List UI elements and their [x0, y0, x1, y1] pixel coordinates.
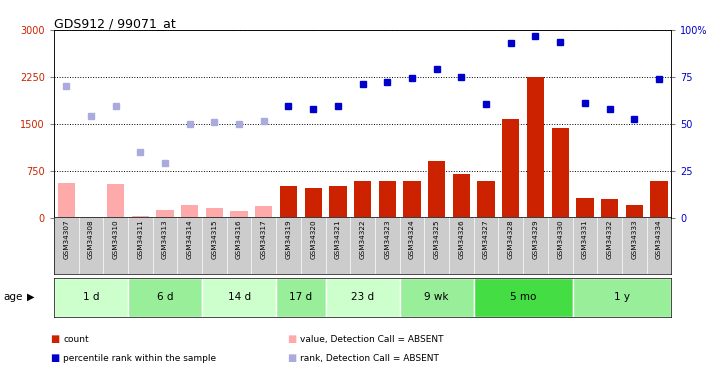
- Text: GSM34307: GSM34307: [63, 219, 69, 259]
- Text: GSM34334: GSM34334: [656, 219, 662, 259]
- Text: 9 wk: 9 wk: [424, 292, 449, 302]
- Text: ■: ■: [50, 353, 60, 363]
- Bar: [107, 184, 124, 218]
- Bar: [572, 278, 671, 317]
- Text: GSM34314: GSM34314: [187, 219, 192, 259]
- Text: GSM34324: GSM34324: [409, 219, 415, 259]
- Bar: [354, 181, 371, 218]
- Text: ■: ■: [50, 334, 60, 344]
- Text: GSM34325: GSM34325: [434, 219, 439, 259]
- Text: ■: ■: [287, 334, 297, 344]
- Text: GSM34317: GSM34317: [261, 219, 267, 259]
- Bar: [378, 181, 396, 218]
- Bar: [181, 205, 198, 218]
- Bar: [601, 200, 618, 217]
- Text: 6 d: 6 d: [157, 292, 173, 302]
- Text: GSM34313: GSM34313: [162, 219, 168, 259]
- Bar: [474, 278, 572, 317]
- Text: percentile rank within the sample: percentile rank within the sample: [63, 354, 216, 363]
- Text: GSM34328: GSM34328: [508, 219, 514, 259]
- Bar: [128, 278, 202, 317]
- Text: GSM34333: GSM34333: [631, 219, 638, 259]
- Bar: [404, 181, 421, 218]
- Bar: [477, 181, 495, 218]
- Text: GSM34327: GSM34327: [483, 219, 489, 259]
- Bar: [131, 216, 149, 217]
- Text: GDS912 / 99071_at: GDS912 / 99071_at: [54, 17, 176, 30]
- Text: GSM34331: GSM34331: [582, 219, 588, 259]
- Bar: [651, 181, 668, 218]
- Bar: [428, 161, 445, 218]
- Text: GSM34311: GSM34311: [137, 219, 144, 259]
- Bar: [551, 128, 569, 217]
- Text: 14 d: 14 d: [228, 292, 251, 302]
- Bar: [206, 208, 223, 218]
- Text: age: age: [4, 292, 23, 302]
- Text: GSM34316: GSM34316: [236, 219, 242, 259]
- Bar: [157, 210, 174, 218]
- Text: count: count: [63, 335, 89, 344]
- Text: rank, Detection Call = ABSENT: rank, Detection Call = ABSENT: [300, 354, 439, 363]
- Bar: [625, 205, 643, 218]
- Text: GSM34315: GSM34315: [211, 219, 218, 259]
- Bar: [202, 278, 276, 317]
- Bar: [453, 174, 470, 217]
- Text: GSM34322: GSM34322: [360, 219, 365, 259]
- Bar: [527, 77, 544, 218]
- Bar: [325, 278, 400, 317]
- Bar: [230, 211, 248, 217]
- Text: value, Detection Call = ABSENT: value, Detection Call = ABSENT: [300, 335, 444, 344]
- Bar: [255, 206, 272, 218]
- Text: GSM34321: GSM34321: [335, 219, 341, 259]
- Text: 17 d: 17 d: [289, 292, 312, 302]
- Text: ■: ■: [287, 353, 297, 363]
- Text: 1 y: 1 y: [614, 292, 630, 302]
- Text: GSM34332: GSM34332: [607, 219, 612, 259]
- Text: GSM34310: GSM34310: [113, 219, 118, 259]
- Text: GSM34319: GSM34319: [286, 219, 292, 259]
- Bar: [330, 186, 347, 218]
- Bar: [276, 278, 325, 317]
- Text: GSM34320: GSM34320: [310, 219, 316, 259]
- Bar: [57, 183, 75, 218]
- Bar: [577, 198, 594, 217]
- Bar: [502, 119, 519, 218]
- Text: GSM34308: GSM34308: [88, 219, 94, 259]
- Text: 1 d: 1 d: [83, 292, 99, 302]
- Bar: [54, 278, 128, 317]
- Text: GSM34326: GSM34326: [458, 219, 465, 259]
- Bar: [304, 188, 322, 218]
- Text: GSM34330: GSM34330: [557, 219, 563, 259]
- Text: GSM34329: GSM34329: [533, 219, 538, 259]
- Text: GSM34323: GSM34323: [384, 219, 391, 259]
- Text: ▶: ▶: [27, 292, 34, 302]
- Bar: [280, 186, 297, 218]
- Text: 5 mo: 5 mo: [510, 292, 536, 302]
- Bar: [400, 278, 474, 317]
- Text: 23 d: 23 d: [351, 292, 374, 302]
